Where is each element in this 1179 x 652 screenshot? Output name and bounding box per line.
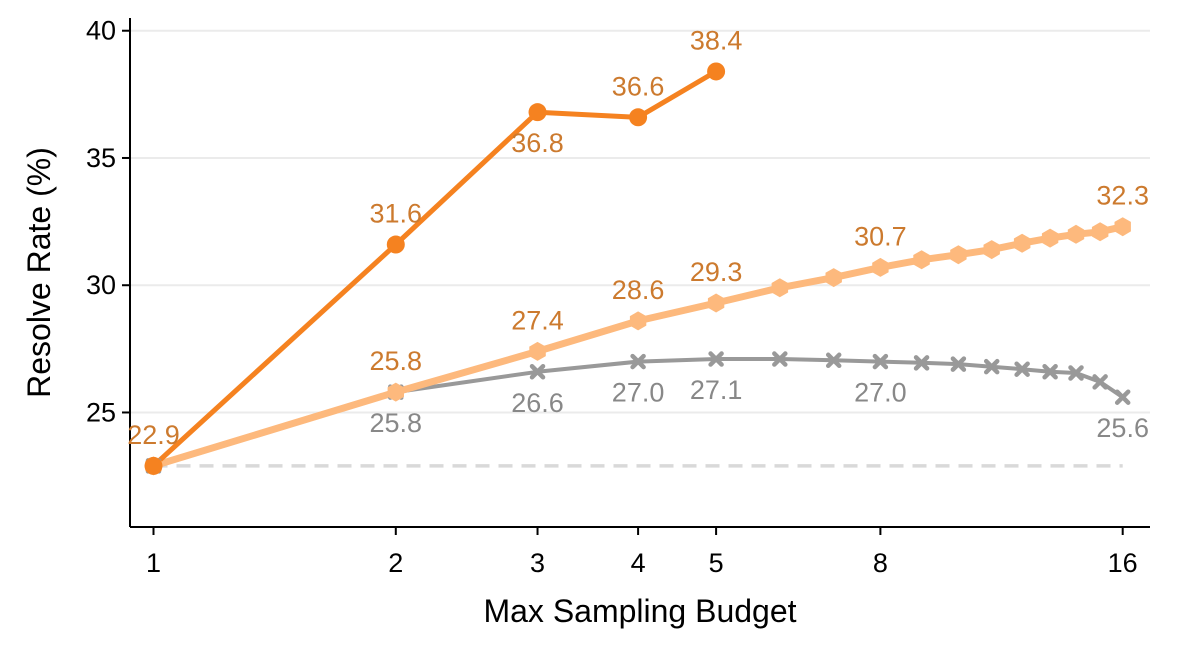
- series-1-label-16: 25.6: [1096, 413, 1149, 443]
- series-3-point-4: [629, 108, 648, 127]
- series-1-label-5: 27.1: [690, 375, 743, 405]
- series-1-point-16: [1114, 389, 1131, 405]
- data-labels: 25.8 26.6 27.0 27.1 27.0 25.6 25.8 27.4 28.6 29.3…: [127, 25, 1149, 449]
- series-3-label-3: 36.8: [511, 128, 564, 158]
- series-2-point-11: [983, 240, 1000, 260]
- x-tick-label-16: 16: [1108, 548, 1138, 578]
- series-1-point-13: [1042, 364, 1058, 380]
- series-2-point-7: [825, 268, 842, 288]
- series-markers: [144, 62, 1131, 476]
- series-2-point-9: [913, 250, 930, 270]
- series-2-point-8: [872, 257, 889, 277]
- series-1-line: [151, 357, 1125, 468]
- series-2-point-16: [1114, 217, 1131, 237]
- series-3-label-2: 31.6: [370, 199, 423, 229]
- x-axis-title: Max Sampling Budget: [483, 593, 796, 629]
- series-1-point-11: [983, 358, 1000, 375]
- series-2-point-14: [1067, 224, 1085, 244]
- series-1-point-7: [825, 352, 842, 369]
- series-2-label-16: 32.3: [1096, 181, 1149, 211]
- series-3-point-3: [528, 103, 547, 122]
- series-3-label-5: 38.4: [690, 25, 743, 55]
- x-tick-label-2: 2: [388, 548, 403, 578]
- series-1-point-9: [913, 355, 930, 371]
- axes: 25 30 35 40 1 2 3 4 5 8 16: [86, 16, 1150, 578]
- series-1-point-14: [1068, 365, 1084, 381]
- series-2-label-5: 29.3: [690, 257, 743, 287]
- series-1-point-4: [630, 353, 646, 370]
- y-axis-title: Resolve Rate (%): [21, 147, 57, 398]
- series-2-point-5: [707, 293, 725, 313]
- series-1-point-10: [950, 356, 967, 372]
- series-2-point-6: [771, 278, 789, 298]
- series-2-point-12: [1013, 233, 1031, 253]
- series-2-label-8: 30.7: [854, 221, 907, 251]
- series-1-label-4: 27.0: [612, 378, 665, 408]
- y-tick-label-30: 30: [86, 270, 116, 300]
- series-2-label-2: 25.8: [370, 346, 423, 376]
- series-1-point-6: [772, 351, 788, 367]
- x-tick-label-1: 1: [146, 548, 161, 578]
- x-tick-label-8: 8: [873, 548, 888, 578]
- series-2-label-4: 28.6: [612, 275, 665, 305]
- series-2-label-3: 27.4: [511, 305, 564, 335]
- y-tick-label-35: 35: [86, 143, 116, 173]
- series-3-point-1: [144, 456, 163, 475]
- series-3-label-4: 36.6: [612, 71, 665, 101]
- series-1-point-5: [708, 351, 724, 367]
- series-2-point-3: [529, 341, 546, 361]
- series-1-point-15: [1092, 374, 1108, 390]
- series-3-label-1: 22.9: [127, 420, 180, 450]
- series-1-point-8: [872, 353, 889, 370]
- y-tick-label-25: 25: [86, 397, 116, 427]
- series-3-point-5: [707, 62, 726, 81]
- series-3-point-2: [386, 235, 405, 254]
- series-2-point-13: [1041, 228, 1059, 248]
- y-tick-label-40: 40: [86, 16, 116, 46]
- x-tick-label-5: 5: [709, 548, 724, 578]
- series-2-line: [150, 223, 1127, 470]
- series-2-point-4: [629, 311, 647, 331]
- series-1-label-8: 27.0: [854, 378, 907, 408]
- series-1-point-3: [529, 364, 546, 380]
- series-2-point-10: [950, 245, 967, 265]
- series-2-point-2: [387, 382, 404, 402]
- grid-lines: [130, 29, 1150, 414]
- series-1-label-2: 25.8: [370, 408, 423, 438]
- series-1-label-3: 26.6: [511, 388, 564, 418]
- x-tick-label-4: 4: [631, 548, 646, 578]
- series-1-point-12: [1014, 361, 1030, 377]
- x-tick-label-3: 3: [530, 548, 545, 578]
- series-2-point-15: [1091, 222, 1109, 242]
